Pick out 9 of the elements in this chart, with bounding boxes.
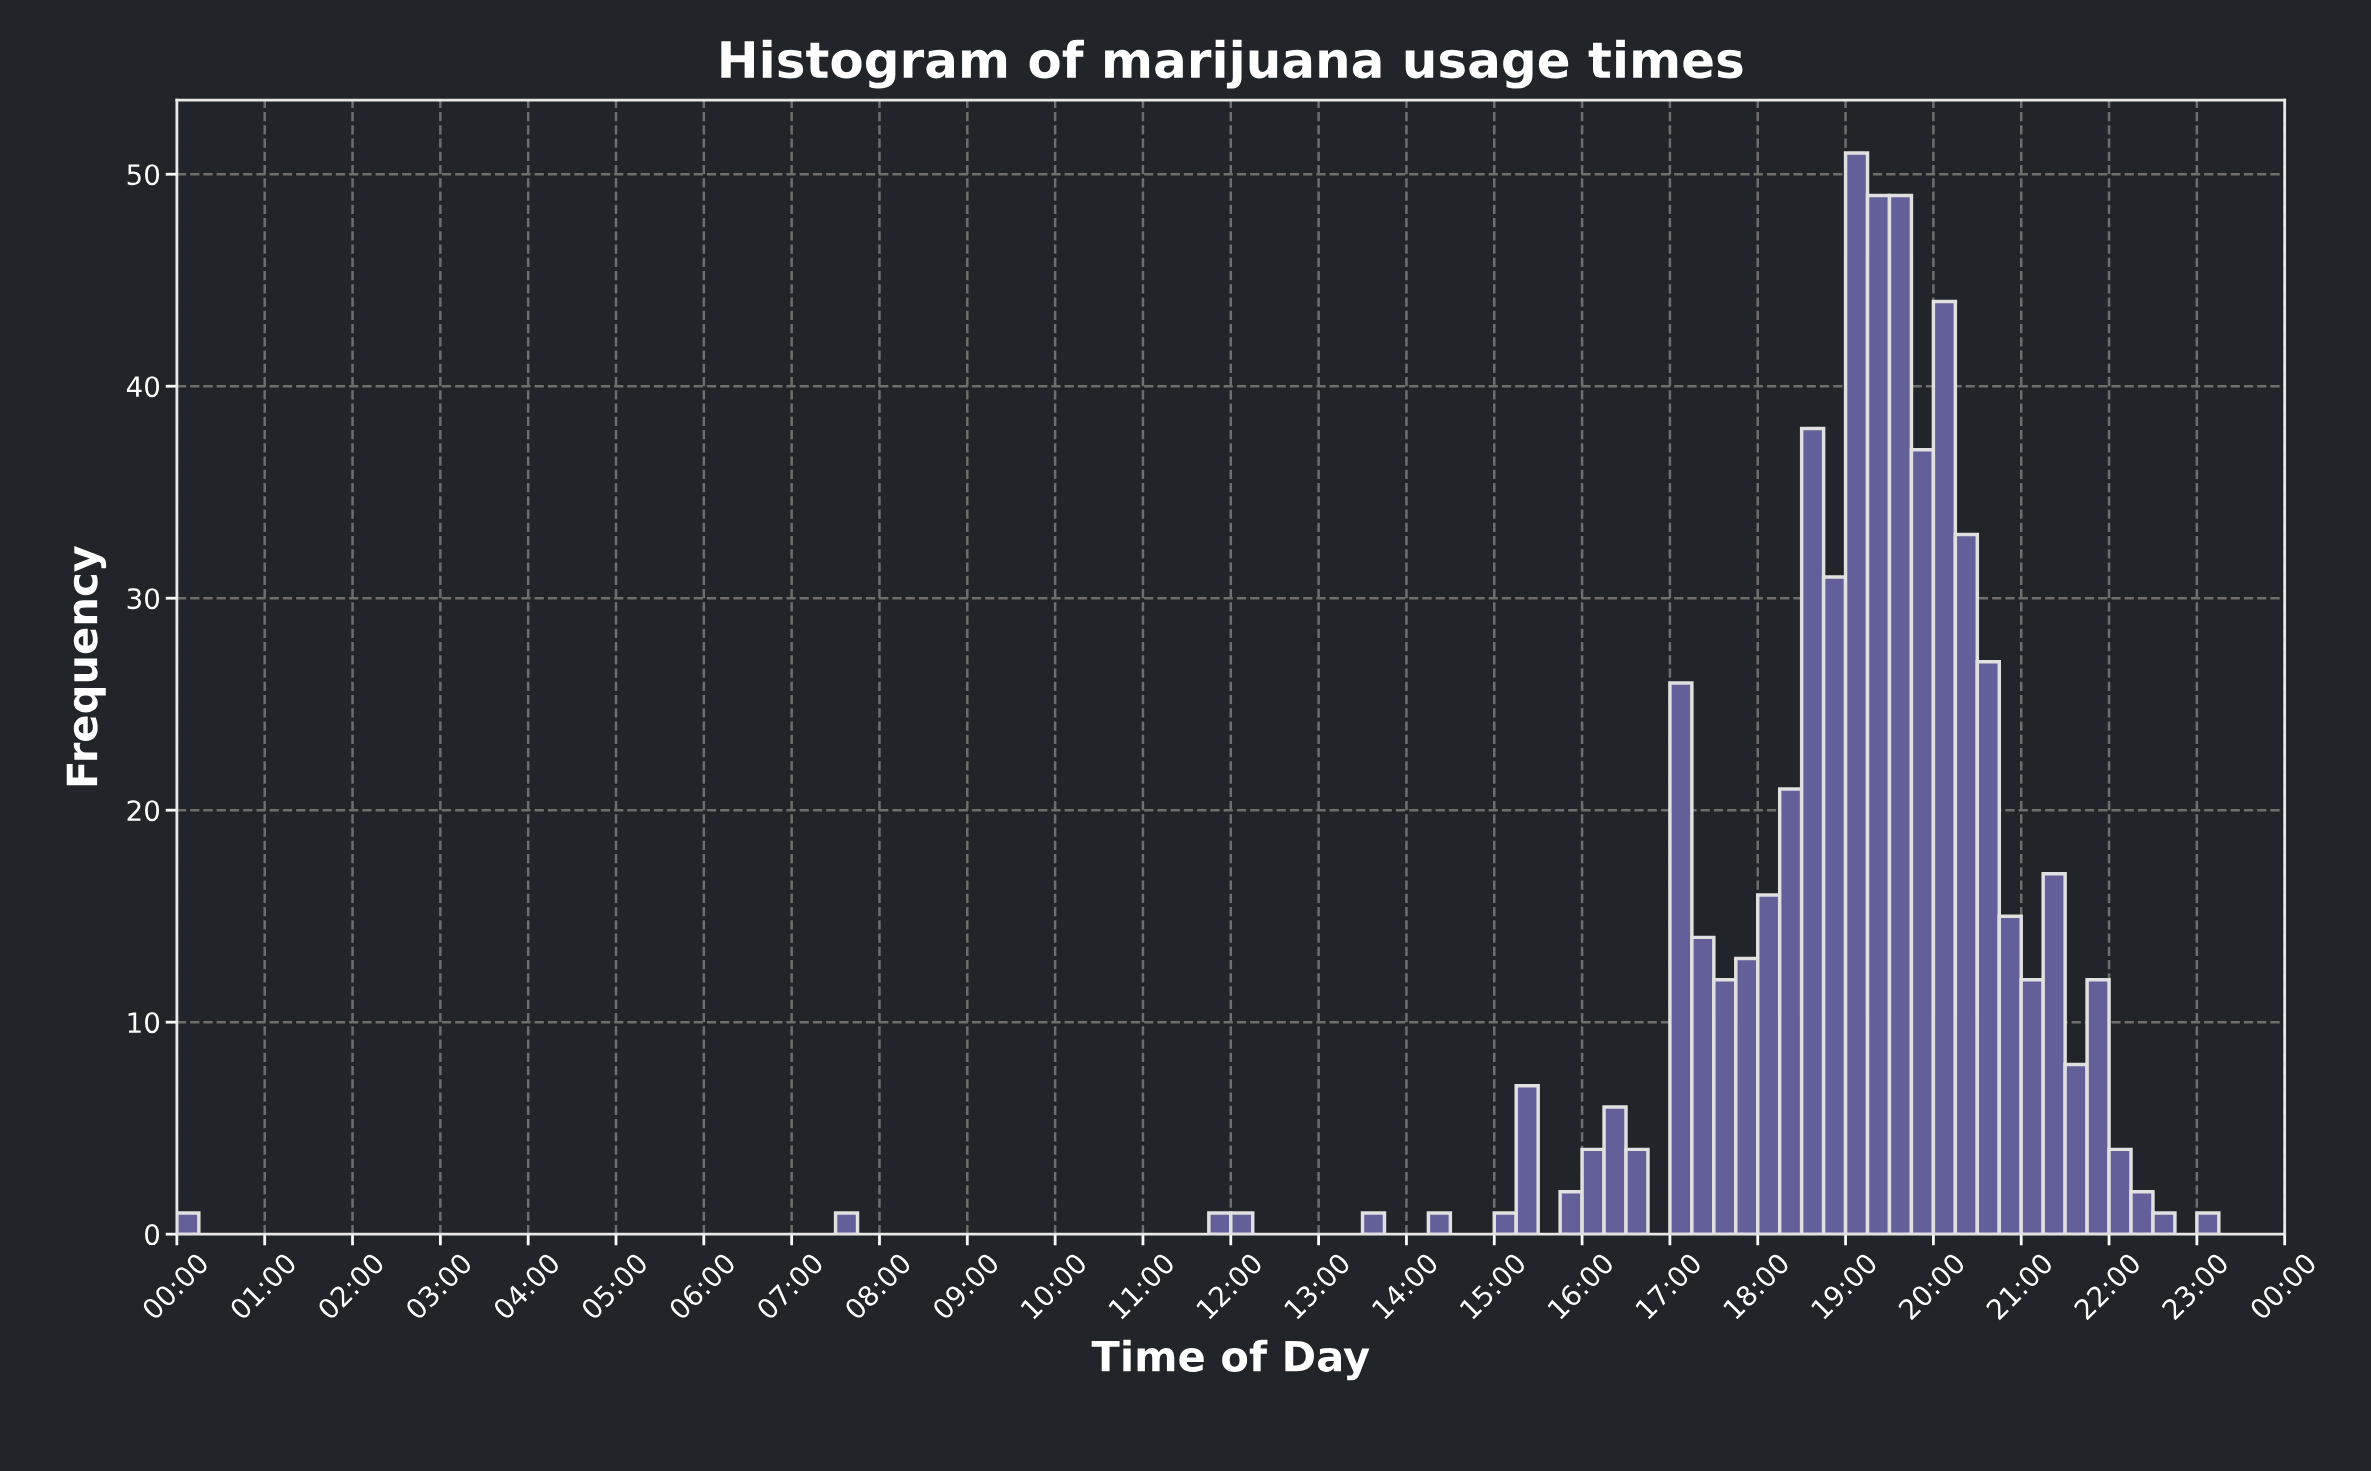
y-tick-label: 10 [128,1012,160,1034]
y-tick-label: 40 [126,376,160,398]
y-axis-title: Frequency [66,545,107,786]
y-tick-label: 0 [145,1224,160,1246]
chart-title: Histogram of marijuana usage times [721,39,1743,89]
x-axis-title: Time of Day [1091,1339,1370,1381]
y-tick-label: 20 [127,800,160,822]
y-tick-label: 30 [127,588,160,610]
y-tick-label: 50 [127,164,160,186]
